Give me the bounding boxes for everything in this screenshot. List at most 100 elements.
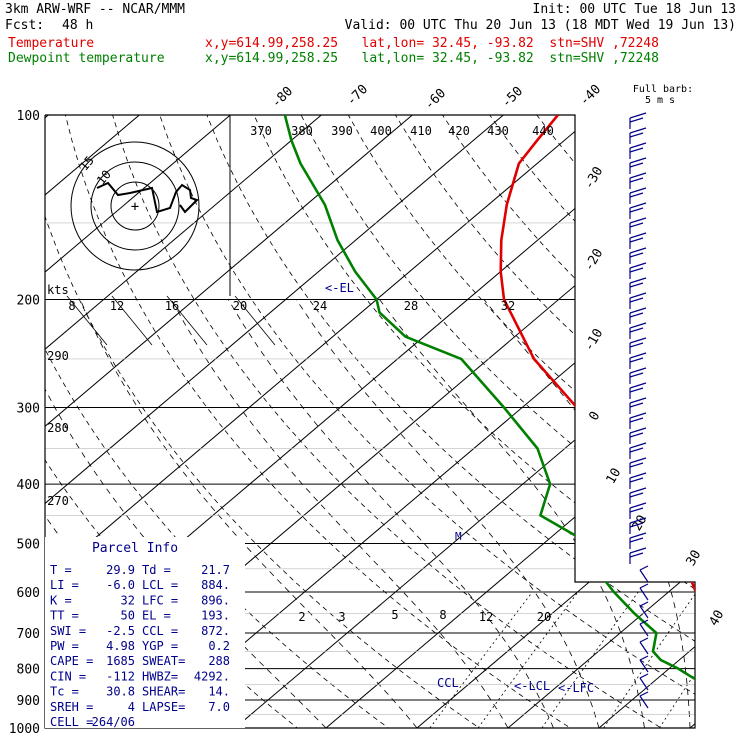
wind-barb: [629, 217, 647, 234]
pressure-label-800: 800: [17, 663, 40, 678]
parcel-value: 872.: [201, 624, 230, 638]
parcel-value: 21.7: [201, 563, 230, 577]
dry-adiabat: [347, 115, 695, 728]
dry-adiabat: [45, 115, 499, 728]
theta-label: 410: [410, 124, 432, 138]
parcel-value: -2.5: [106, 624, 135, 638]
legend-dewpoint-label: Dewpoint temperature: [8, 51, 165, 66]
wind-barb: [629, 337, 647, 354]
parcel-key: T =: [50, 563, 72, 577]
isotherm-label: 10: [604, 466, 625, 487]
dry-adiabat: [677, 115, 695, 728]
parcel-key: EL =: [142, 609, 171, 623]
mixing-ratio-label: 8: [439, 608, 446, 622]
parcel-value: 14.: [208, 685, 230, 699]
isotherm-line: [492, 115, 695, 728]
dewpoint-line: [283, 115, 695, 728]
legend-temperature-label: Temperature: [8, 36, 95, 51]
isotherm-line: [45, 115, 446, 728]
legend-temperature-info: x,y=614.99,258.25 lat,lon= 32.45, -93.82…: [205, 36, 659, 51]
parcel-key: SWEAT=: [142, 654, 185, 668]
init-time: Init: 00 UTC Tue 18 Jun 13: [532, 2, 737, 17]
isotherm-label: -80: [269, 84, 296, 111]
pressure-label-100: 100: [17, 109, 40, 124]
parcel-key: SHEAR=: [142, 685, 185, 699]
parcel-value: -112: [106, 669, 135, 683]
isotherm-line: [583, 115, 695, 728]
isotherm-label: -40: [577, 82, 604, 109]
theta-label: 400: [370, 124, 392, 138]
wind-barb: [639, 619, 649, 637]
parcel-key: Td =: [142, 563, 171, 577]
pressure-label-200: 200: [17, 294, 40, 309]
el-marker: <-EL: [325, 281, 354, 295]
parcel-value: 32: [121, 593, 135, 607]
dry-adiabat: [630, 115, 695, 728]
theta-label: 380: [291, 124, 313, 138]
isotherm-line: [401, 115, 695, 728]
dry-adiabat: [536, 115, 695, 728]
hodo-trace: [96, 181, 199, 214]
hodo-speed-label: 12: [110, 299, 124, 313]
parcel-info-panel: Parcel Info T = 29.9 Td = 21.7 LI = -6.0 LCL = 8…: [45, 537, 245, 729]
wind-barb: [629, 397, 647, 414]
moist-adiabat: [227, 299, 554, 728]
parcel-value: 884.: [201, 578, 230, 592]
pressure-label-900: 900: [17, 694, 40, 709]
wind-barb: [629, 517, 647, 534]
wind-barb: [639, 691, 649, 709]
wind-barb: [629, 307, 647, 324]
parcel-value: 7.0: [208, 700, 230, 714]
parcel-value: 50: [121, 609, 135, 623]
wind-barb: [629, 532, 647, 549]
hodo-speed-label: 24: [313, 299, 327, 313]
hodo-speed-line: [166, 295, 208, 346]
isotherm-label: 0: [587, 409, 604, 423]
kts-label: kts: [47, 283, 69, 297]
hodo-speed-label: 16: [165, 299, 179, 313]
model-title: 3km ARW-WRF -- NCAR/MMM: [5, 2, 186, 17]
parcel-bg: [45, 537, 245, 728]
dry-adiabat: [112, 115, 684, 728]
wind-barb: [629, 247, 647, 264]
mixing-ratio-line: [429, 591, 533, 728]
parcel-key: SWI =: [50, 624, 86, 638]
parcel-value: 4: [128, 700, 135, 714]
wind-barb: [629, 457, 647, 474]
parcel-key: LAPSE=: [142, 700, 185, 714]
mixing-ratio-label: 3: [338, 610, 345, 624]
parcel-key: CAPE =: [50, 654, 93, 668]
wind-barb: [629, 367, 647, 384]
barb-legend-title: Full barb:: [633, 84, 693, 95]
isotherm-label: -60: [422, 86, 449, 113]
parcel-key: CCL =: [142, 624, 178, 638]
parcel-key: TT =: [50, 609, 79, 623]
parcel-key: Tc =: [50, 685, 79, 699]
pressure-label-700: 700: [17, 627, 40, 642]
wind-barb: [629, 142, 647, 159]
wind-barb: [629, 322, 647, 339]
wind-barb: [629, 187, 647, 204]
theta-label: 440: [532, 124, 554, 138]
theta-label: 280: [47, 421, 69, 435]
hodo-speed-line: [111, 295, 153, 346]
dry-adiabat: [45, 115, 407, 728]
dry-adiabat: [395, 115, 695, 728]
wind-barb: [629, 442, 647, 459]
temperature-line: [499, 115, 695, 728]
parcel-value: 4292.: [194, 669, 230, 683]
pressure-label-600: 600: [17, 586, 40, 601]
isotherm-line: [45, 115, 537, 728]
dry-adiabat: [725, 115, 740, 740]
wind-barb: [639, 637, 649, 655]
parcel-key: PW =: [50, 639, 79, 653]
moist-adiabat: [171, 299, 509, 728]
isotherm-line: [45, 115, 355, 728]
wind-barb: [639, 565, 649, 583]
parcel-value: 4.98: [106, 639, 135, 653]
forecast-label: Fcst:: [5, 18, 45, 33]
isotherm-line: [128, 115, 695, 728]
isotherm-label: 40: [707, 608, 728, 629]
